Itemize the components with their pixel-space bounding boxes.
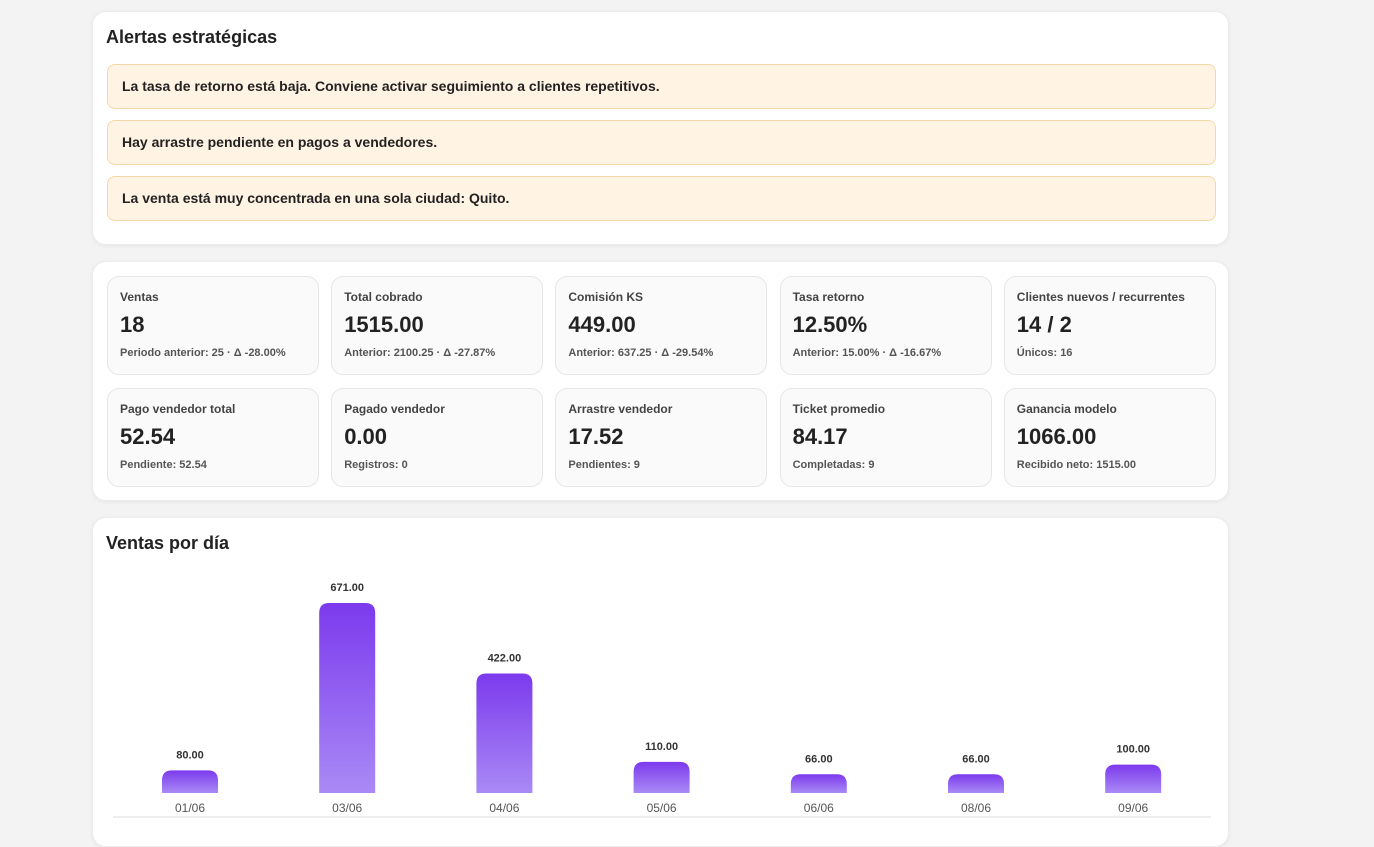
kpi-tile: Tasa retorno 12.50% Anterior: 15.00% · Δ -…: [779, 276, 992, 375]
kpi-tile: Ventas 18 Periodo anterior: 25 · Δ -28.00%: [107, 276, 319, 375]
kpi-tile: Ticket promedio 84.17 Completadas: 9: [779, 388, 992, 487]
kpi-tile: Clientes nuevos / recurrentes 14 / 2 Único…: [1003, 276, 1216, 375]
value-label: 671.00: [330, 582, 364, 594]
kpi-value: 18: [120, 312, 145, 337]
value-label: 110.00: [645, 741, 678, 753]
value-label: 422.00: [488, 653, 522, 665]
kpi-note: Periodo anterior: 25 · Δ -28.00%: [120, 347, 286, 359]
kpi-note: Completadas: 9: [792, 459, 875, 471]
kpi-note: Registros: 0: [344, 459, 408, 471]
alerts-card: Alertas estratégicas La tasa de retorno …: [92, 11, 1229, 245]
bar: [790, 774, 847, 793]
kpi-value: 84.17: [792, 424, 848, 449]
x-tick-label: 09/06: [1118, 801, 1148, 815]
kpi-tile: Comisión KS 449.00 Anterior: 637.25 · Δ -2…: [555, 276, 768, 375]
kpi-label: Arrastre vendedor: [568, 402, 673, 416]
value-label: 66.00: [805, 753, 833, 765]
kpi-label: Tasa retorno: [792, 290, 865, 304]
kpi-value: 1515.00: [344, 312, 424, 337]
alert: La venta está muy concentrada en una sol…: [107, 176, 1216, 221]
kpi-label: Total cobrado: [344, 290, 423, 304]
kpi-note: Recibido neto: 1515.00: [1016, 459, 1137, 471]
kpi-tile: Pagado vendedor 0.00 Registros: 0: [331, 388, 544, 487]
kpi-note: Únicos: 16: [1016, 347, 1073, 359]
alert: Hay arrastre pendiente en pagos a vended…: [107, 120, 1216, 165]
kpi-label: Comisión KS: [568, 290, 644, 304]
bar: [1105, 764, 1162, 793]
kpi-label: Ventas: [120, 290, 159, 304]
kpi-label: Ticket promedio: [792, 402, 886, 416]
kpi-note: Anterior: 637.25 · Δ -29.54%: [568, 347, 714, 359]
chart: 80.00 01/06 671.00 03/06 422.00 04/06 110.00 05…: [113, 582, 1211, 818]
kpi-note: Anterior: 15.00% · Δ -16.67%: [792, 347, 942, 359]
x-tick-label: 08/06: [961, 801, 991, 815]
kpi-value: 17.52: [568, 424, 624, 449]
value-label: 100.00: [1116, 744, 1150, 756]
kpi-note: Pendiente: 52.54: [120, 459, 207, 471]
kpi-label: Pago vendedor total: [120, 402, 236, 416]
kpi-label: Clientes nuevos / recurrentes: [1016, 290, 1185, 304]
kpi-value: 0.00: [344, 424, 388, 449]
kpi-tile: Arrastre vendedor 17.52 Pendientes: 9: [555, 388, 768, 487]
kpi-value: 14 / 2: [1016, 312, 1072, 337]
x-tick-label: 03/06: [332, 801, 362, 815]
x-tick-label: 04/06: [489, 801, 519, 815]
kpi-card: Ventas 18 Periodo anterior: 25 · Δ -28.00%…: [92, 261, 1229, 501]
bar: [633, 761, 690, 793]
bar: [162, 770, 218, 793]
bar: [476, 673, 533, 793]
kpi-tile: Pago vendedor total 52.54 Pendiente: 52.54: [107, 388, 319, 487]
kpi-value: 52.54: [120, 424, 176, 449]
bar: [948, 774, 1004, 793]
x-tick-label: 05/06: [647, 801, 677, 815]
bar: [319, 603, 376, 793]
kpi-tile: Ganancia modelo 1066.00 Recibido neto: 151…: [1003, 388, 1216, 487]
kpi-note: Pendientes: 9: [568, 459, 640, 471]
value-label: 66.00: [962, 753, 990, 765]
kpi-label: Pagado vendedor: [344, 402, 445, 416]
kpi-value: 12.50%: [792, 312, 868, 337]
alerts-title: Alertas estratégicas: [106, 27, 278, 47]
chart-title: Ventas por día: [106, 533, 230, 553]
x-tick-label: 06/06: [804, 801, 834, 815]
page: Alertas estratégicas La tasa de retorno …: [92, 11, 1229, 847]
kpi-tile: Total cobrado 1515.00 Anterior: 2100.25 · …: [331, 276, 544, 375]
kpi-label: Ganancia modelo: [1016, 402, 1117, 416]
value-label: 80.00: [176, 749, 204, 761]
kpi-value: 449.00: [568, 312, 636, 337]
kpi-value: 1066.00: [1016, 424, 1097, 449]
kpi-note: Anterior: 2100.25 · Δ -27.87%: [344, 347, 496, 359]
alert: La tasa de retorno está baja. Conviene a…: [107, 64, 1216, 109]
chart-card: Ventas por día 80.00 01/06 671.00 03/06 422.…: [92, 517, 1229, 847]
x-tick-label: 01/06: [175, 801, 205, 815]
